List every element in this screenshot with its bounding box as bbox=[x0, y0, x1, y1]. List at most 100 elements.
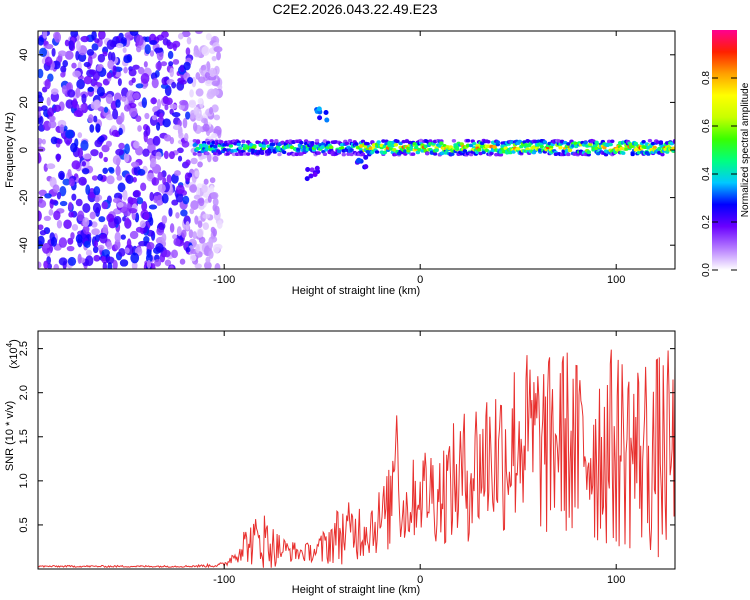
noise-cell bbox=[216, 51, 221, 61]
noise-cell bbox=[171, 112, 181, 118]
noise-cell bbox=[209, 184, 215, 194]
noise-cell bbox=[168, 207, 173, 217]
feature-cell bbox=[363, 164, 369, 170]
signal-cell bbox=[316, 151, 321, 155]
noise-cell bbox=[122, 47, 127, 54]
signal-cell bbox=[448, 145, 453, 149]
noise-cell bbox=[78, 176, 87, 186]
noise-cell bbox=[59, 124, 65, 134]
noise-cell bbox=[186, 77, 194, 84]
noise-cell bbox=[96, 64, 103, 72]
snr-scale-prefix: (x10 bbox=[8, 347, 20, 368]
noise-cell bbox=[211, 132, 218, 139]
noise-cell bbox=[115, 99, 121, 108]
y-tick-label: 40 bbox=[18, 49, 30, 61]
noise-cell bbox=[64, 50, 74, 60]
noise-cell bbox=[185, 220, 190, 231]
signal-cell bbox=[672, 139, 675, 144]
feature-cell bbox=[305, 166, 311, 172]
noise-cell bbox=[68, 201, 73, 211]
noise-cell bbox=[94, 99, 101, 109]
noise-cell bbox=[81, 161, 87, 167]
noise-cell bbox=[195, 113, 203, 122]
signal-cell bbox=[299, 140, 304, 145]
noise-cell bbox=[72, 98, 78, 109]
noise-cell bbox=[128, 102, 137, 109]
noise-cell bbox=[202, 123, 210, 132]
noise-cell bbox=[123, 55, 131, 64]
noise-cell bbox=[94, 38, 100, 44]
noise-cell bbox=[87, 114, 94, 124]
signal-cell bbox=[595, 151, 601, 156]
noise-cell bbox=[171, 249, 179, 259]
noise-cell bbox=[124, 143, 130, 155]
noise-cell bbox=[111, 129, 119, 137]
noise-cell bbox=[146, 242, 155, 250]
noise-cell bbox=[165, 97, 173, 105]
noise-cell bbox=[177, 155, 183, 162]
noise-cell bbox=[71, 193, 77, 201]
noise-cell bbox=[133, 140, 140, 149]
spectrogram-panel: -40 -20 0 20 40 -100 0 100 Frequency (Hz) Heig… bbox=[4, 30, 676, 297]
signal-cell bbox=[603, 152, 609, 157]
noise-cell bbox=[56, 191, 62, 200]
noise-cell bbox=[172, 124, 181, 131]
noise-cell bbox=[208, 107, 214, 115]
noise-cell bbox=[91, 228, 100, 236]
noise-cell bbox=[112, 108, 119, 120]
signal-cell bbox=[205, 151, 210, 156]
colorbar-tick-label: 0.2 bbox=[701, 215, 712, 229]
signal-cell bbox=[329, 145, 334, 150]
noise-cell bbox=[148, 204, 158, 210]
signal-cell bbox=[671, 146, 675, 151]
noise-cell bbox=[77, 147, 83, 159]
noise-cell bbox=[120, 234, 126, 240]
signal-cell bbox=[486, 139, 491, 144]
noise-cell bbox=[179, 79, 187, 85]
signal-cell bbox=[299, 152, 304, 156]
noise-cell bbox=[185, 111, 191, 120]
noise-cell bbox=[171, 81, 177, 89]
noise-cell bbox=[152, 114, 158, 121]
signal-cell bbox=[437, 144, 442, 148]
noise-cell bbox=[112, 197, 122, 204]
signal-cell bbox=[370, 140, 375, 144]
noise-cell bbox=[98, 151, 104, 159]
signal-cell bbox=[608, 142, 613, 147]
noise-cell bbox=[162, 249, 171, 258]
noise-cell bbox=[38, 68, 44, 79]
noise-cell bbox=[68, 211, 74, 218]
noise-cell bbox=[92, 71, 100, 81]
noise-cell bbox=[132, 176, 137, 183]
noise-cell bbox=[102, 167, 109, 174]
signal-cell bbox=[566, 142, 571, 146]
noise-cell bbox=[197, 228, 204, 238]
snr-frame bbox=[37, 330, 676, 570]
noise-cell bbox=[46, 163, 56, 170]
signal-cell bbox=[660, 152, 665, 157]
noise-cell bbox=[102, 224, 109, 236]
noise-cell bbox=[169, 223, 175, 233]
signal-cell bbox=[465, 138, 471, 143]
noise-cell bbox=[99, 233, 108, 244]
y-tick-label: 1.5 bbox=[18, 429, 30, 444]
colorbar-label: Normalized spectral amplitude bbox=[740, 82, 750, 217]
noise-cell bbox=[106, 241, 113, 250]
snr-scale-exponent: 4 bbox=[5, 342, 14, 347]
colorbar-tick-label: 0.6 bbox=[701, 119, 712, 133]
noise-cell bbox=[128, 208, 138, 214]
noise-cell bbox=[61, 84, 67, 95]
noise-cell bbox=[82, 153, 92, 160]
noise-cell bbox=[169, 136, 175, 145]
noise-cell bbox=[39, 230, 47, 236]
signal-cell bbox=[314, 138, 320, 143]
signal-cell bbox=[238, 146, 243, 150]
noise-cell bbox=[164, 259, 172, 267]
signal-cell bbox=[630, 152, 635, 157]
noise-cell bbox=[105, 140, 112, 148]
noise-cell bbox=[161, 233, 167, 243]
noise-cell bbox=[188, 229, 194, 239]
noise-cell bbox=[175, 212, 180, 219]
noise-cell bbox=[160, 61, 168, 67]
noise-cell bbox=[43, 215, 52, 222]
